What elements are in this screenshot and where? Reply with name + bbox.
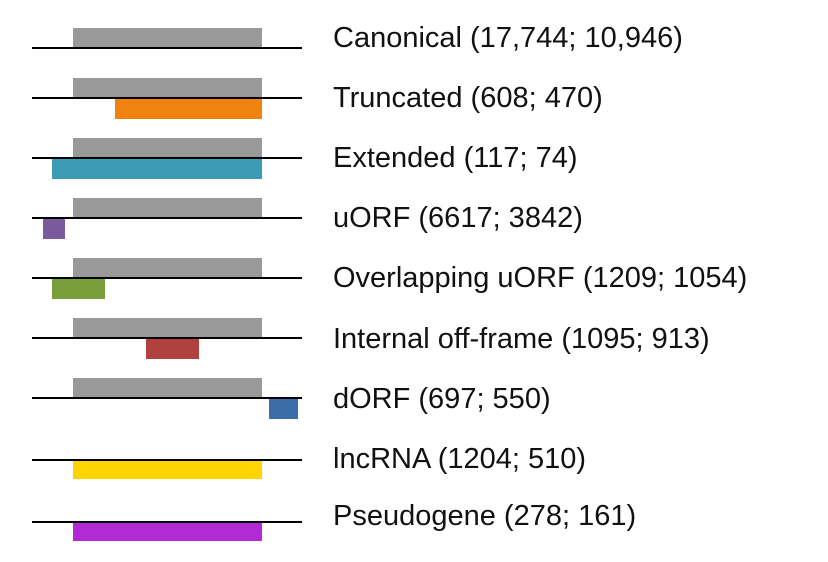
truncated-orf-bar <box>115 99 262 119</box>
row-overlapping-uorf: Overlapping uORF (1209; 1054) <box>0 0 828 299</box>
transcript-line <box>32 157 302 159</box>
transcript-line <box>32 521 302 523</box>
transcript-line <box>32 277 302 279</box>
canonical-orf-bar <box>73 378 262 398</box>
dorf-bar <box>269 399 298 419</box>
canonical-orf-bar <box>73 198 262 218</box>
overlapping-uorf-bar <box>52 279 105 299</box>
transcript-line <box>32 397 302 399</box>
row-truncated: Truncated (608; 470) <box>0 0 828 119</box>
row-dorf: dORF (697; 550) <box>0 0 828 419</box>
canonical-orf-bar <box>73 258 262 278</box>
transcript-line <box>32 97 302 99</box>
row-label: Internal off-frame (1095; 913) <box>333 323 710 355</box>
uorf-bar <box>43 219 65 239</box>
pseudogene-orf-bar <box>73 521 262 541</box>
internal-off-frame-bar <box>146 339 199 359</box>
lncrna-orf-bar <box>73 459 262 479</box>
row-label: uORF (6617; 3842) <box>333 202 583 234</box>
transcript-line <box>32 459 302 461</box>
extended-orf-bar <box>52 159 262 179</box>
canonical-orf-bar <box>73 138 262 158</box>
row-internal-off-frame: Internal off-frame (1095; 913) <box>0 0 828 359</box>
row-extended: Extended (117; 74) <box>0 0 828 179</box>
canonical-orf-bar <box>73 318 262 338</box>
row-label: Truncated (608; 470) <box>333 82 603 114</box>
canonical-orf-bar <box>73 78 262 98</box>
transcript-line <box>32 47 302 49</box>
row-canonical: Canonical (17,744; 10,946) <box>0 0 828 60</box>
row-label: Canonical (17,744; 10,946) <box>333 22 683 54</box>
row-pseudogene: Pseudogene (278; 161) <box>0 0 828 541</box>
canonical-orf-bar <box>73 28 262 48</box>
row-uorf: uORF (6617; 3842) <box>0 0 828 239</box>
row-label: dORF (697; 550) <box>333 383 551 415</box>
transcript-line <box>32 217 302 219</box>
row-lncrna: lncRNA (1204; 510) <box>0 0 828 479</box>
row-label: lncRNA (1204; 510) <box>333 443 587 475</box>
row-label: Extended (117; 74) <box>333 142 578 174</box>
row-label: Overlapping uORF (1209; 1054) <box>333 262 748 294</box>
transcript-line <box>32 337 302 339</box>
row-label: Pseudogene (278; 161) <box>333 500 637 532</box>
